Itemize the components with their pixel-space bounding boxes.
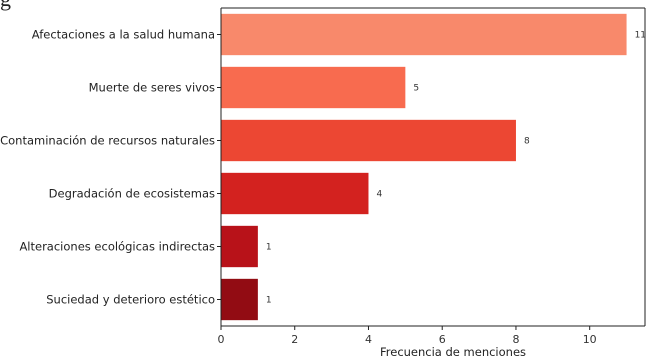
category-label: Alteraciones ecológicas indirectas [19, 240, 215, 254]
category-label: Muerte de seres vivos [89, 81, 215, 95]
bar-value-label: 5 [413, 84, 419, 94]
bar-value-label: 8 [524, 137, 530, 147]
x-tick-label: 6 [439, 333, 446, 346]
bars-layer [221, 13, 627, 321]
x-tick-label: 2 [291, 333, 298, 346]
bar [221, 278, 258, 321]
bar-value-label: 4 [376, 190, 382, 200]
x-axis-title: Frecuencia de menciones [380, 345, 526, 359]
bar [221, 66, 406, 109]
x-tick-label: 0 [218, 333, 225, 346]
category-label: Contaminación de recursos naturales [0, 134, 215, 148]
bar [221, 225, 258, 268]
category-labels-layer: Afectaciones a la salud humana Muerte de … [0, 28, 215, 307]
cropped-title-fragment: g [0, 0, 11, 12]
bar [221, 172, 369, 215]
bar [221, 119, 516, 162]
bar-value-label: 1 [266, 296, 272, 306]
x-tick-label: 10 [583, 333, 597, 346]
bar [221, 13, 627, 56]
bar-value-label: 11 [635, 31, 646, 41]
x-tick-label: 8 [512, 333, 519, 346]
x-tick-label: 4 [365, 333, 372, 346]
category-label: Suciedad y deterioro estético [46, 293, 215, 307]
x-ticks-layer: 0 2 4 6 8 10 [217, 34, 597, 346]
category-label: Afectaciones a la salud humana [32, 28, 215, 42]
bar-value-label: 1 [266, 243, 272, 253]
category-label: Degradación de ecosistemas [49, 187, 215, 201]
axes-layer [220, 7, 646, 327]
